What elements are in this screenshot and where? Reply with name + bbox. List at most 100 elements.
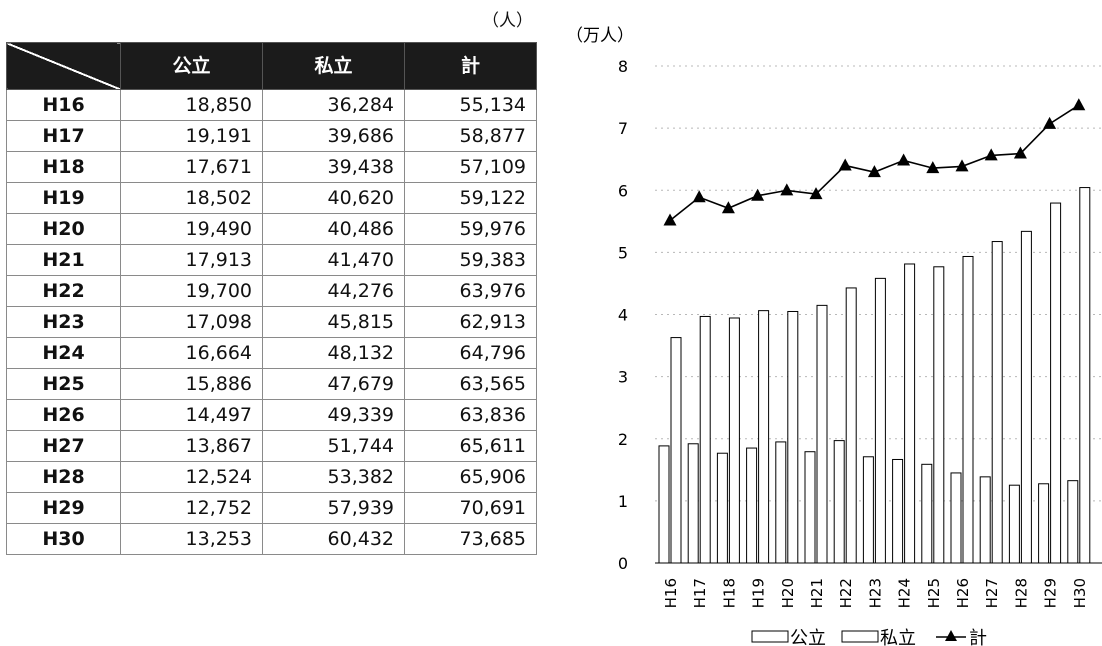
header-total: 計 xyxy=(404,42,537,90)
bar-private xyxy=(991,241,1003,564)
chart-line xyxy=(663,98,1086,226)
chart-legend: 公立 私立 計 xyxy=(751,628,987,646)
bar-public xyxy=(746,447,758,564)
table-body: H16 18,850 36,284 55,134 H17 19,191 39,686 58,8… xyxy=(6,89,537,555)
line-total xyxy=(669,104,1080,222)
chart-bars xyxy=(655,187,1102,564)
x-tick-label: H27 xyxy=(983,578,1001,608)
marker-total xyxy=(663,213,677,226)
table-row: H18 17,671 39,438 57,109 xyxy=(6,151,537,183)
bar-public xyxy=(950,472,962,564)
table-row: H27 13,867 51,744 65,611 xyxy=(6,430,537,462)
x-tick-label: H20 xyxy=(779,578,797,608)
legend-swatch-public xyxy=(751,630,789,643)
row-public-cell: 19,191 xyxy=(120,120,263,152)
table-row: H17 19,191 39,686 58,877 xyxy=(6,120,537,152)
row-private-cell: 39,438 xyxy=(262,151,405,183)
row-total-cell: 63,565 xyxy=(404,368,537,400)
y-tick-label: 3 xyxy=(618,368,628,387)
table-row: H22 19,700 44,276 63,976 xyxy=(6,275,537,307)
x-tick-label: H23 xyxy=(866,578,884,608)
table-header-row: 公立 私立 計 xyxy=(6,42,537,90)
header-public: 公立 xyxy=(120,42,263,90)
bar-public xyxy=(1067,480,1079,564)
legend-label-private: 私立 xyxy=(880,628,916,646)
row-private-cell: 48,132 xyxy=(262,337,405,369)
chart-y-ticks: 0 1 2 3 4 5 6 7 8 xyxy=(618,57,628,573)
row-public-cell: 13,253 xyxy=(120,523,263,555)
table-row: H25 15,886 47,679 63,565 xyxy=(6,368,537,400)
table-row: H19 18,502 40,620 59,122 xyxy=(6,182,537,214)
row-public-cell: 14,497 xyxy=(120,399,263,431)
x-tick-label: H18 xyxy=(720,578,738,608)
row-year-cell: H22 xyxy=(6,275,121,307)
y-tick-label: 2 xyxy=(618,430,628,449)
legend-swatch-private xyxy=(841,630,879,643)
table-row: H23 17,098 45,815 62,913 xyxy=(6,306,537,338)
legend-label-total: 計 xyxy=(969,628,987,646)
marker-total xyxy=(1043,116,1057,129)
marker-total xyxy=(926,161,940,174)
row-public-cell: 18,502 xyxy=(120,182,263,214)
y-tick-label: 0 xyxy=(618,554,628,573)
bar-private xyxy=(874,277,886,564)
bar-private xyxy=(670,337,682,564)
bar-private xyxy=(1020,230,1032,564)
table-unit-label: （人） xyxy=(482,11,533,31)
row-private-cell: 39,686 xyxy=(262,120,405,152)
bar-public xyxy=(833,440,845,564)
y-tick-label: 7 xyxy=(618,119,628,138)
row-year-cell: H28 xyxy=(6,461,121,493)
row-total-cell: 59,122 xyxy=(404,182,537,214)
row-public-cell: 12,524 xyxy=(120,461,263,493)
row-year-cell: H30 xyxy=(6,523,121,555)
row-private-cell: 36,284 xyxy=(262,89,405,121)
header-corner-cell xyxy=(6,42,121,90)
row-year-cell: H17 xyxy=(6,120,121,152)
bar-private xyxy=(845,287,857,564)
bar-private xyxy=(904,263,916,564)
x-tick-label: H26 xyxy=(954,578,972,608)
bar-private xyxy=(728,317,740,564)
marker-total xyxy=(721,201,735,214)
table-row: H29 12,752 57,939 70,691 xyxy=(6,492,537,524)
bar-public xyxy=(892,458,904,564)
legend-marker-total xyxy=(945,630,957,641)
y-tick-label: 5 xyxy=(618,243,628,262)
row-public-cell: 15,886 xyxy=(120,368,263,400)
legend-label-public: 公立 xyxy=(790,628,826,646)
x-tick-label: H19 xyxy=(750,578,768,608)
row-private-cell: 47,679 xyxy=(262,368,405,400)
row-private-cell: 49,339 xyxy=(262,399,405,431)
marker-total xyxy=(692,190,706,203)
bar-public xyxy=(979,476,991,564)
table-row: H30 13,253 60,432 73,685 xyxy=(6,523,537,555)
bar-public xyxy=(1038,483,1050,564)
row-public-cell: 13,867 xyxy=(120,430,263,462)
table-row: H24 16,664 48,132 64,796 xyxy=(6,337,537,369)
row-total-cell: 57,109 xyxy=(404,151,537,183)
row-private-cell: 57,939 xyxy=(262,492,405,524)
data-table: 公立 私立 計 H16 18,850 36,284 55,134 H17 19,191 39… xyxy=(6,42,537,555)
bar-public xyxy=(775,441,787,564)
chart-grid xyxy=(655,65,1102,502)
bar-private xyxy=(1050,202,1062,564)
marker-total xyxy=(838,158,852,171)
marker-total xyxy=(751,188,765,201)
row-public-cell: 16,664 xyxy=(120,337,263,369)
bar-public xyxy=(716,452,728,564)
y-tick-label: 4 xyxy=(618,306,628,325)
bar-private xyxy=(758,310,770,564)
row-year-cell: H21 xyxy=(6,244,121,276)
x-tick-label: H30 xyxy=(1071,578,1089,608)
row-total-cell: 55,134 xyxy=(404,89,537,121)
bar-private xyxy=(1079,187,1091,564)
bar-private xyxy=(816,304,828,564)
row-private-cell: 41,470 xyxy=(262,244,405,276)
bar-public xyxy=(687,443,699,564)
row-public-cell: 12,752 xyxy=(120,492,263,524)
y-tick-label: 6 xyxy=(618,181,628,200)
header-private: 私立 xyxy=(262,42,405,90)
row-year-cell: H24 xyxy=(6,337,121,369)
